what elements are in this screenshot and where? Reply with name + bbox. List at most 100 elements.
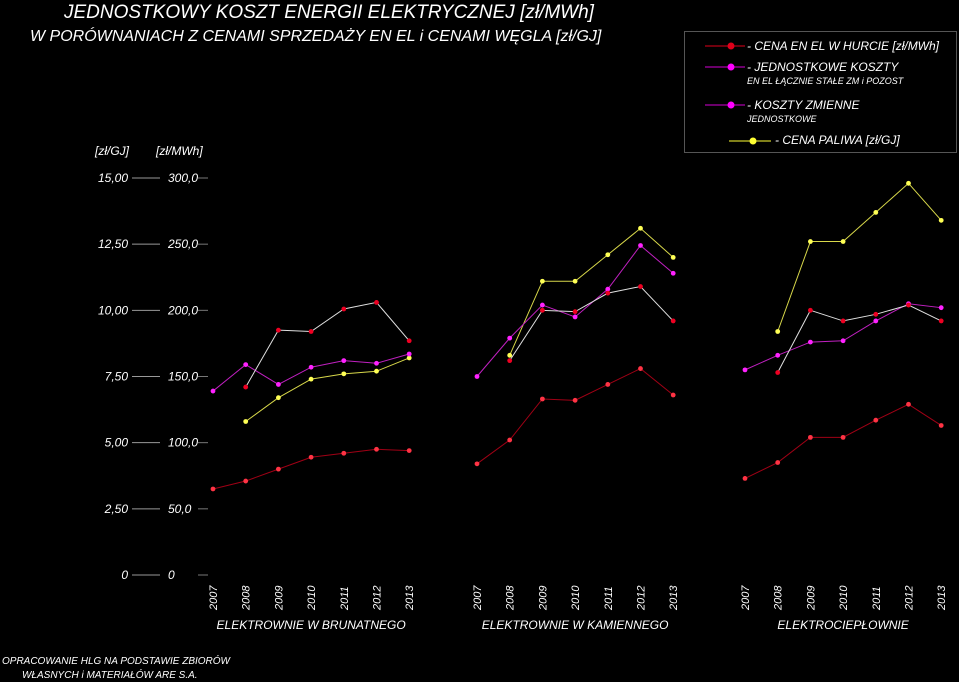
variable-cost-series-point	[775, 460, 781, 465]
variable-cost-series-point	[742, 475, 748, 481]
unit-costs-series-point	[276, 382, 281, 387]
wholesale-price-series-point	[341, 306, 347, 312]
fuel-price-series-point	[670, 255, 676, 260]
variable-cost-series-point	[210, 486, 216, 492]
unit-costs-series-point	[507, 335, 513, 341]
legend-label-variable-costs: - KOSZTY ZMIENNE	[747, 98, 860, 112]
wholesale-price-series-point	[840, 318, 846, 324]
right-axis-unit: [zł/MWh]	[156, 144, 203, 158]
fuel-price-series-point	[406, 355, 412, 361]
unit-costs-series-point	[406, 351, 412, 357]
variable-cost-series-point	[840, 434, 846, 440]
year-label: 2012	[372, 586, 384, 611]
variable-cost-series-point	[808, 434, 813, 440]
legend-sub-unit-costs: EN EL ŁĄCZNIE STAŁE ZM i POZOST	[747, 76, 904, 86]
fuel-price-series-point	[938, 217, 944, 223]
fuel-price-series-line	[509, 227, 674, 356]
unit-costs-series-point	[572, 314, 578, 320]
wholesale-price-series-point	[276, 327, 281, 333]
wholesale-price-series-point	[906, 302, 911, 308]
fuel-price-series-point	[276, 395, 281, 401]
variable-cost-series-line	[476, 367, 674, 465]
variable-cost-series-point	[507, 437, 513, 443]
y-right-tick-label: 0	[168, 568, 175, 582]
fuel-price-series-point	[507, 352, 513, 358]
legend: - CENA EN EL W HURCIE [zł/MWh] - JEDNOST…	[684, 31, 957, 153]
variable-cost-series-point	[406, 448, 412, 454]
year-label: 2011	[603, 586, 615, 611]
y-left-tick-label: 12,50	[98, 237, 128, 251]
wholesale-price-series-point	[374, 299, 379, 305]
wholesale-price-series-point	[775, 370, 781, 375]
y-right-tick-label: 250,0	[167, 237, 198, 251]
year-label: 2010	[838, 585, 850, 611]
group-label: ELEKTROWNIE W BRUNATNEGO	[217, 618, 406, 632]
fuel-price-series-line	[245, 357, 410, 422]
year-label: 2013	[936, 585, 948, 611]
unit-costs-series-point	[873, 318, 879, 324]
year-label: 2013	[668, 585, 680, 611]
variable-cost-series-point	[873, 417, 879, 423]
y-left-tick-label: 10,00	[98, 303, 128, 317]
year-label: 2008	[773, 585, 785, 611]
fuel-price-series-point	[808, 239, 813, 244]
y-left-tick-label: 15,00	[98, 171, 128, 185]
variable-cost-series-point	[474, 461, 480, 467]
footer-line-1: OPRACOWANIE HLG NA PODSTAWIE ZBIORÓW	[2, 656, 230, 667]
unit-costs-series-point	[670, 270, 676, 276]
legend-sub-variable-costs: JEDNOSTKOWE	[747, 114, 817, 124]
unit-costs-series-point	[474, 374, 480, 379]
variable-cost-series-point	[572, 397, 578, 403]
legend-markers	[705, 42, 771, 145]
unit-costs-series-point	[638, 243, 643, 248]
wholesale-price-series-point	[638, 284, 643, 289]
fuel-price-series-point	[540, 278, 545, 284]
year-label: 2009	[805, 586, 817, 611]
unit-costs-series-point	[374, 360, 379, 366]
wholesale-price-series-point	[873, 311, 879, 317]
group-label: ELEKTROCIEPŁOWNIE	[777, 618, 909, 632]
variable-cost-series-point	[638, 366, 643, 371]
year-label: 2007	[472, 585, 484, 611]
unit-costs-series-point	[742, 367, 748, 373]
variable-cost-series-point	[243, 478, 249, 484]
wholesale-price-series-point	[572, 309, 578, 315]
y-left-tick-label: 2,50	[104, 502, 129, 516]
wholesale-price-series-point	[406, 338, 412, 344]
fuel-price-series-point	[840, 239, 846, 244]
fuel-price-series-point	[775, 329, 781, 334]
year-label: 2010	[306, 585, 318, 611]
legend-marker-unit-costs	[727, 63, 735, 71]
legend-marker-fuel	[749, 137, 757, 145]
wholesale-price-series-line	[245, 301, 410, 388]
year-label: 2011	[339, 586, 351, 611]
chart-subtitle: W PORÓWNANIACH Z CENAMI SPRZEDAŻY EN EL …	[30, 28, 602, 45]
y-right-tick-label: 150,0	[168, 370, 198, 384]
variable-cost-series-point	[605, 382, 611, 387]
wholesale-price-series-point	[938, 318, 944, 324]
fuel-price-series-point	[873, 210, 879, 215]
year-label: 2013	[404, 585, 416, 611]
y-right-tick-label: 50,0	[168, 502, 192, 516]
wholesale-price-series-line	[509, 285, 674, 361]
variable-cost-series-line	[744, 403, 942, 479]
unit-costs-series-point	[775, 352, 781, 358]
variable-cost-series-point	[670, 392, 676, 398]
wholesale-price-series-point	[243, 384, 249, 390]
variable-cost-series-point	[341, 450, 347, 456]
fuel-price-series-point	[341, 371, 347, 377]
year-label: 2008	[241, 585, 253, 611]
variable-cost-series-point	[308, 454, 314, 460]
unit-costs-series-point	[341, 358, 347, 364]
year-label: 2010	[570, 585, 582, 611]
wholesale-price-series-point	[670, 318, 676, 324]
wholesale-price-series-point	[308, 329, 314, 334]
year-label: 2009	[273, 586, 285, 611]
chart-title: JEDNOSTKOWY KOSZT ENERGII ELEKTRYCZNEJ […	[64, 2, 594, 23]
y-right-tick-label: 100,0	[168, 436, 198, 450]
fuel-price-series-point	[243, 419, 249, 424]
fuel-price-series-point	[572, 278, 578, 284]
variable-cost-series-point	[540, 396, 545, 402]
y-left-tick-label: 0	[121, 568, 128, 582]
y-left-tick-label: 7,50	[105, 370, 129, 384]
